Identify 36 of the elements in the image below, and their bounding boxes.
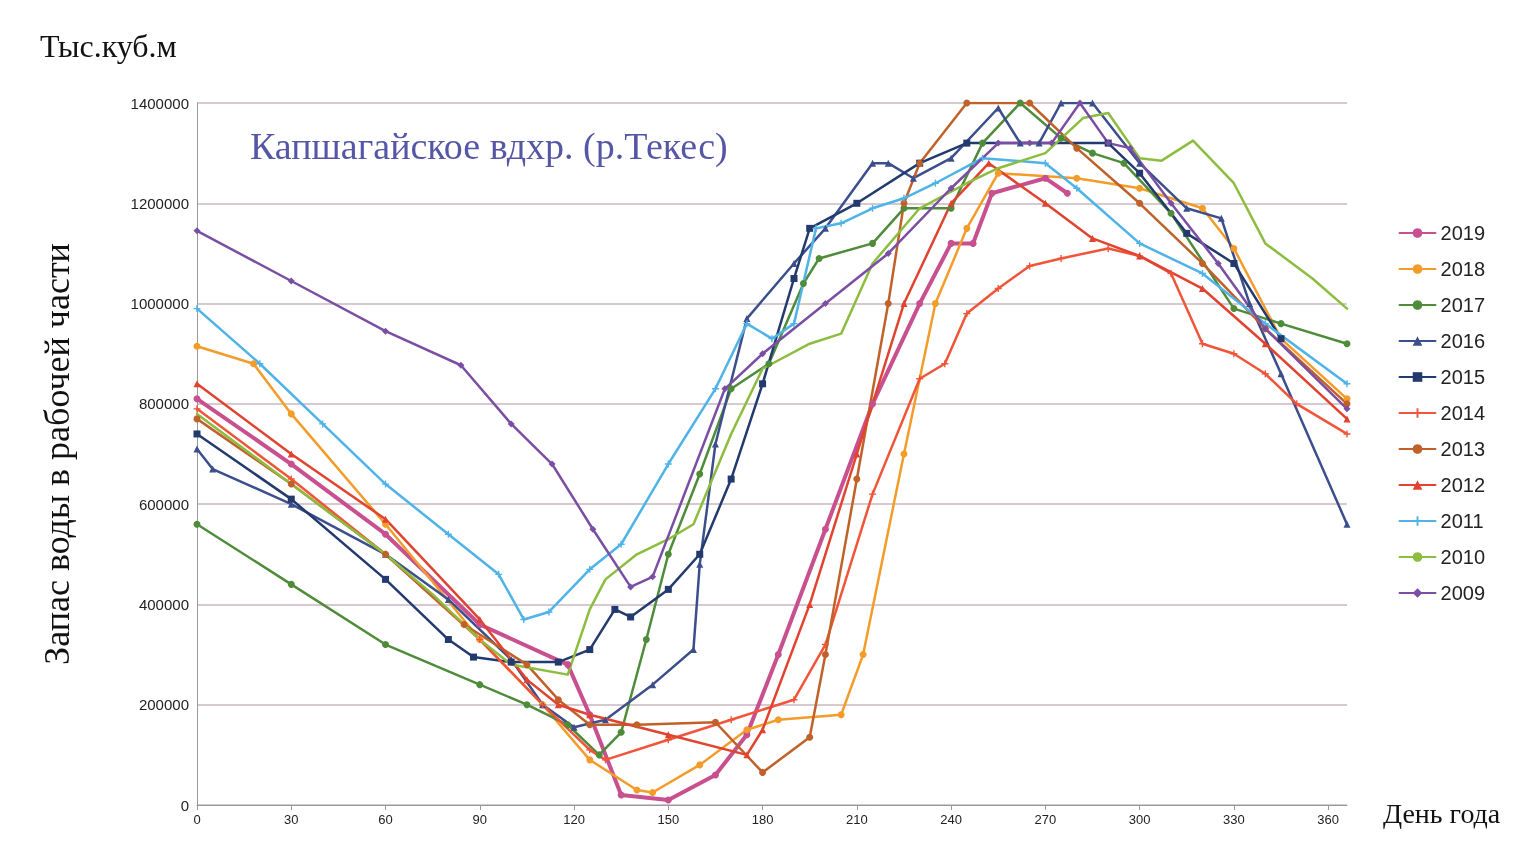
x-tick-label: 240: [940, 812, 962, 827]
x-tick-label: 210: [845, 812, 868, 827]
legend-label: 2019: [1440, 222, 1486, 244]
legend-label: 2015: [1440, 366, 1486, 388]
x-tick-label: 360: [1317, 812, 1339, 827]
x-tick-label: 180: [751, 812, 774, 827]
text: Капшагайское вдхр. (р.Текес): [250, 125, 728, 168]
y-tick-label: 0: [180, 796, 189, 814]
y-tick-label: 1000000: [130, 295, 189, 313]
x-tick-label: 90: [472, 812, 488, 827]
x-tick-label: 330: [1223, 812, 1245, 827]
legend-label: 2013: [1440, 438, 1486, 460]
x-axis-title: День года: [1383, 797, 1501, 829]
legend-label: 2014: [1440, 402, 1486, 424]
x-tick-label: 150: [657, 812, 680, 827]
legend-label: 2010: [1440, 546, 1486, 568]
y-tick-label: 1400000: [130, 94, 189, 112]
x-tick-label: 270: [1034, 812, 1057, 827]
x-tick-label: 300: [1128, 812, 1151, 827]
x-tick-label: 0: [193, 812, 201, 827]
x-tick-label: 30: [284, 812, 299, 827]
legend-label: 2011: [1440, 510, 1484, 532]
legend-label: 2009: [1440, 582, 1486, 604]
text: Тыс.куб.м: [40, 28, 177, 64]
legend-label: 2016: [1440, 330, 1486, 352]
y-tick-label: 800000: [138, 395, 189, 413]
legend-label: 2012: [1440, 474, 1486, 496]
y-tick-label: 400000: [138, 595, 189, 613]
x-tick-label: 120: [563, 812, 585, 827]
legend-label: 2017: [1440, 294, 1486, 316]
y-tick-label: 1200000: [130, 194, 189, 212]
legend-label: 2018: [1440, 258, 1486, 280]
y-tick-label: 200000: [138, 696, 189, 714]
y-axis-title: Запас воды в рабочей части: [37, 243, 77, 665]
x-tick-label: 60: [378, 812, 393, 827]
y-tick-label: 600000: [138, 495, 189, 513]
